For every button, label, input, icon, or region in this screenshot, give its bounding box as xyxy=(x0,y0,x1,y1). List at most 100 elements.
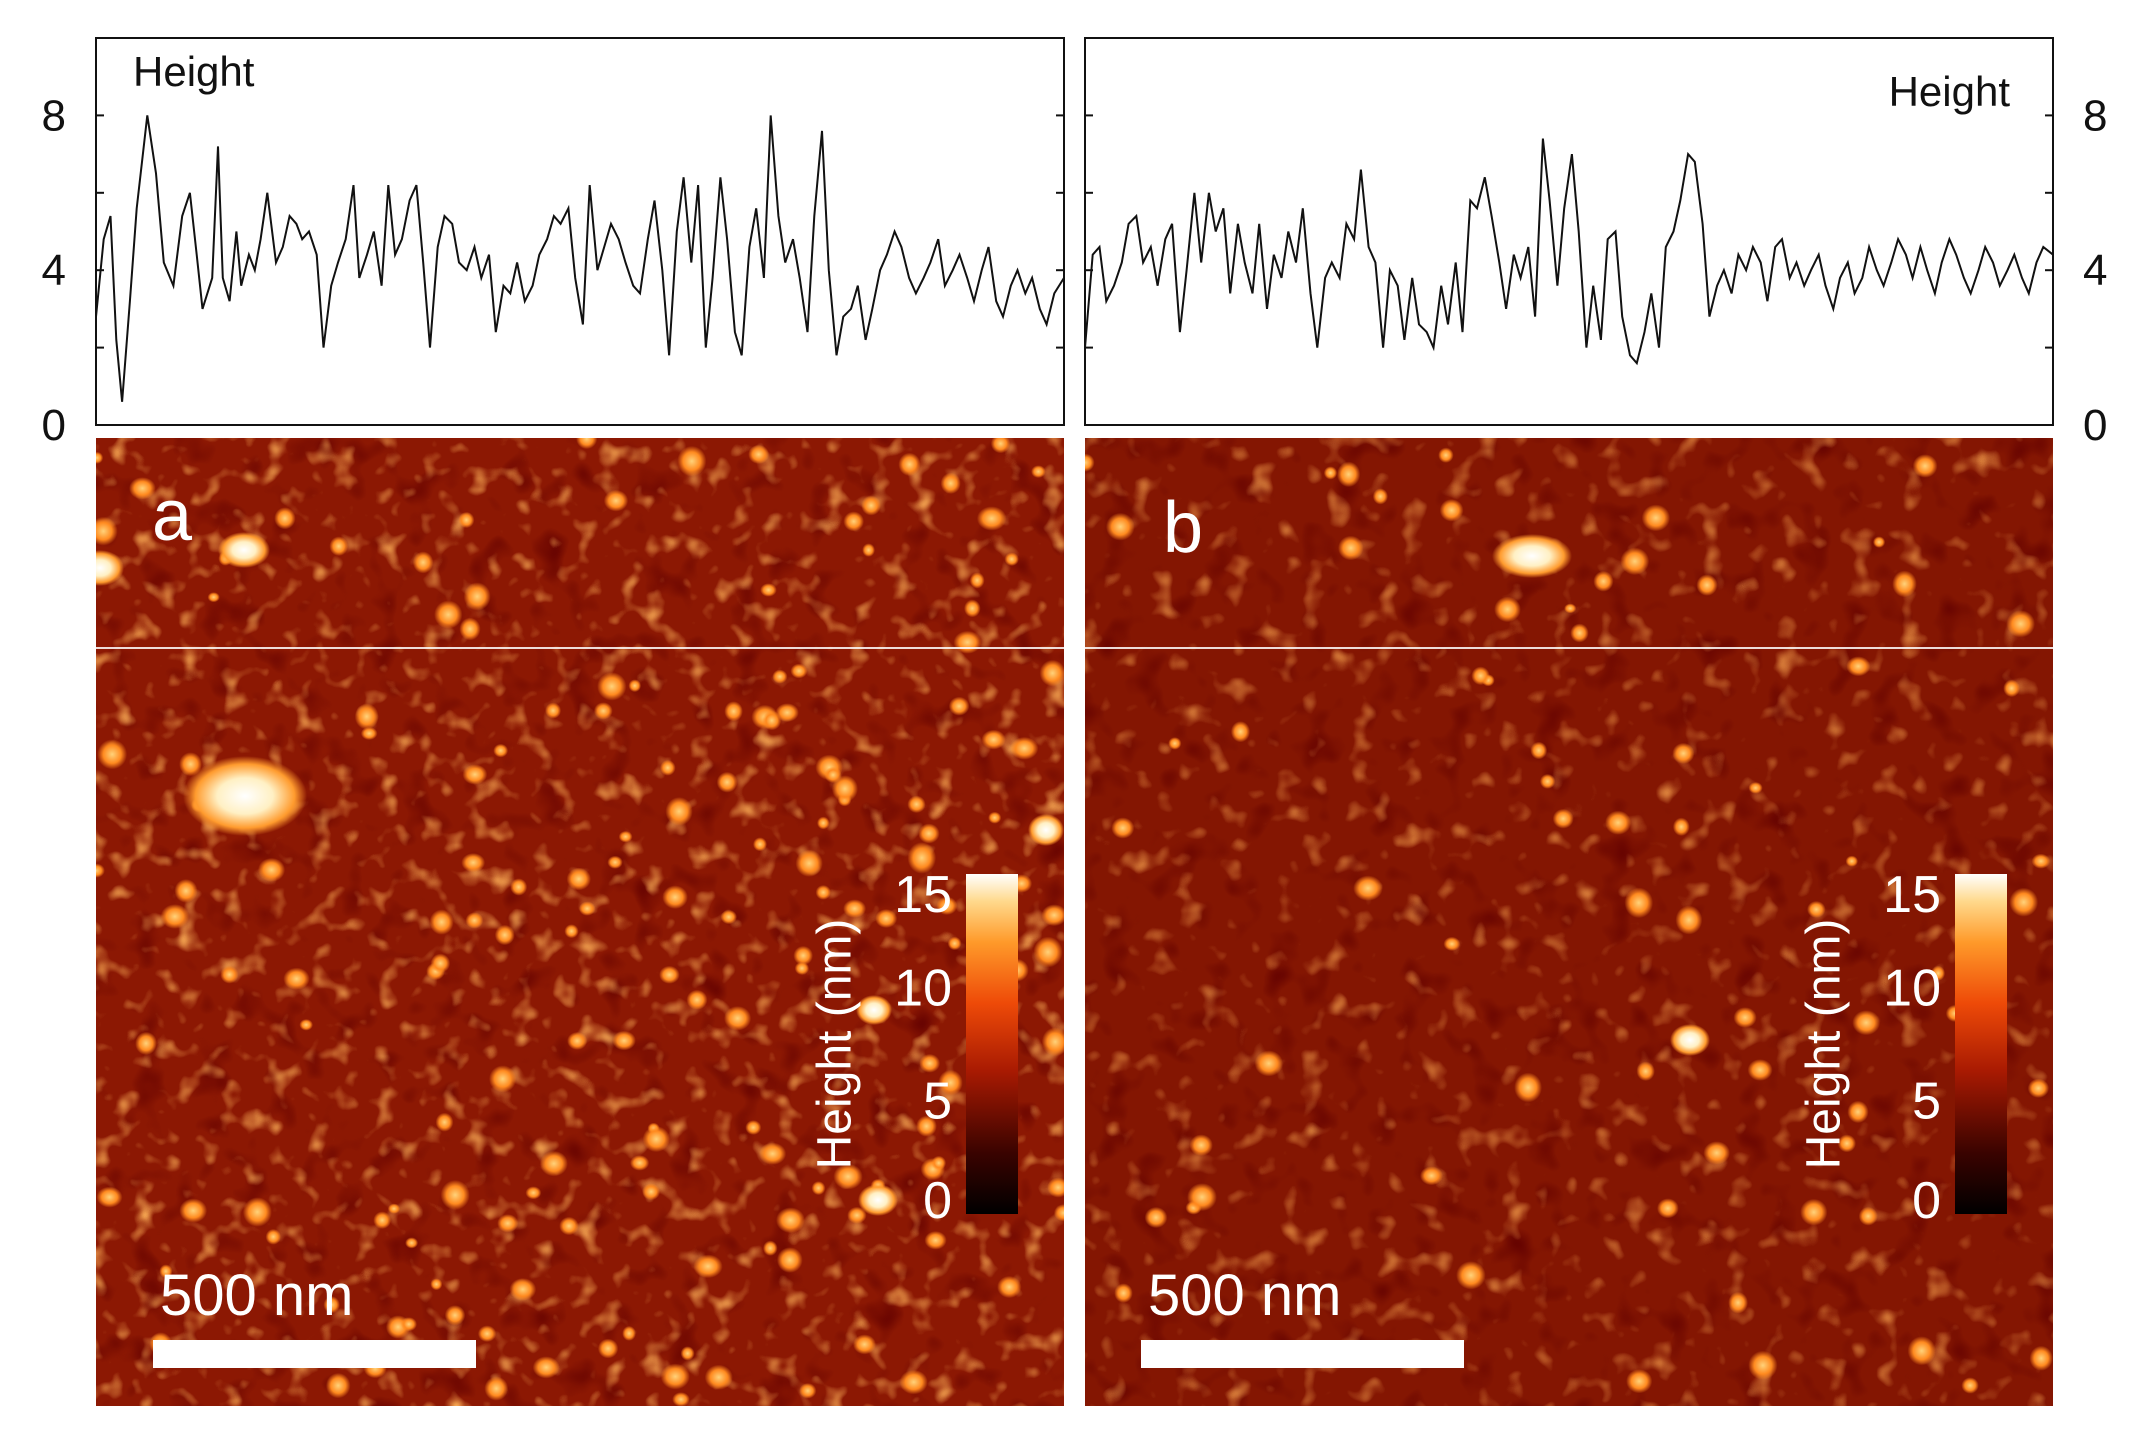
grain-particle xyxy=(693,1254,723,1279)
grain-particle xyxy=(772,669,788,684)
grain-particle xyxy=(1323,466,1338,480)
grain-particle xyxy=(1846,656,1871,677)
afm-grain-texture-b xyxy=(1085,438,2053,1406)
plot-frame-b xyxy=(1084,37,2054,426)
colorbar-ticks-b: 0 5 10 15 xyxy=(1883,866,1941,1230)
grain-particle xyxy=(373,1211,392,1229)
grain-particle xyxy=(833,1163,863,1190)
grain-particle xyxy=(775,703,799,722)
grain-particle xyxy=(1837,1134,1856,1153)
grain-particle xyxy=(462,764,488,785)
grain-particle xyxy=(1111,817,1135,839)
afm-image-a: a 500 nm 0 5 10 15 Height (nm) xyxy=(96,438,1064,1406)
grain-particle xyxy=(677,445,707,477)
grain-particle xyxy=(510,878,528,896)
grain-particle xyxy=(576,438,598,450)
grain-particle xyxy=(435,1112,454,1132)
grain-particle xyxy=(1605,810,1632,835)
colorbar-tick-label: 0 xyxy=(1912,1172,1941,1230)
panel-label-b: b xyxy=(1163,488,1203,568)
colorbar-b xyxy=(1955,874,2007,1214)
grain-particle xyxy=(1641,504,1671,532)
grain-particle xyxy=(564,924,579,939)
grain-particle xyxy=(1748,1350,1778,1380)
afm-particles-a xyxy=(96,438,1064,1406)
grain-particle xyxy=(824,766,842,784)
grain-particle xyxy=(566,867,591,891)
y-ticks-a: 0 4 8 xyxy=(42,37,1064,450)
y-tick-label: 8 xyxy=(2083,91,2107,140)
grain-particle xyxy=(969,572,985,589)
grain-particle xyxy=(567,1031,588,1050)
grain-particle xyxy=(532,1356,560,1379)
grain-particle xyxy=(1626,1369,1653,1394)
grain-particle xyxy=(964,599,981,618)
grain-particle xyxy=(97,739,128,770)
grain-particle xyxy=(1852,1010,1881,1036)
grain-particle xyxy=(815,885,831,900)
grain-particle xyxy=(1807,900,1826,918)
grain-particle xyxy=(2029,1345,2053,1371)
grain-particle xyxy=(907,795,926,813)
grain-particle xyxy=(976,506,1007,531)
grain-particle xyxy=(875,909,898,928)
grain-particle xyxy=(1570,623,1589,643)
large-particle-b xyxy=(1492,534,1572,578)
grain-particle xyxy=(720,909,737,925)
grain-particle xyxy=(465,912,484,929)
grain-particle xyxy=(265,1228,281,1245)
grain-particle xyxy=(680,1346,695,1361)
grain-particle xyxy=(1675,905,1703,935)
grain-particle xyxy=(1907,1336,1936,1366)
grain-particle xyxy=(853,1334,876,1355)
grain-particle xyxy=(1873,536,1886,548)
colorbar-tick-label: 5 xyxy=(923,1073,952,1131)
grain-particle xyxy=(760,583,777,597)
grain-particle xyxy=(907,842,937,874)
grain-particle xyxy=(1620,547,1650,576)
grain-particle xyxy=(323,1296,340,1314)
grain-particle xyxy=(329,536,349,556)
grain-particle xyxy=(776,1207,805,1234)
grain-particle xyxy=(630,1155,650,1171)
grain-particle xyxy=(2003,679,2020,698)
grain-particle xyxy=(924,1231,947,1250)
grain-particle xyxy=(2027,1078,2050,1099)
grain-particle xyxy=(299,1019,314,1031)
scale-bar-label-a: 500 nm xyxy=(160,1263,353,1328)
grain-particle xyxy=(1845,855,1859,867)
grain-particle xyxy=(1189,1134,1213,1156)
grain-particle xyxy=(1636,1061,1655,1082)
grain-particle xyxy=(662,885,688,909)
colorbar-tick-label: 15 xyxy=(1883,866,1941,924)
grain-particle xyxy=(748,444,770,464)
grain-particle xyxy=(1728,1291,1748,1314)
grain-particle xyxy=(1187,1183,1217,1212)
grain-particle xyxy=(2006,610,2035,638)
grain-particle xyxy=(463,582,491,611)
particle-a-3 xyxy=(1028,814,1064,846)
grain-particle xyxy=(811,1181,826,1196)
grain-particle xyxy=(1703,1141,1730,1165)
scale-bar-b xyxy=(1141,1340,1464,1368)
grain-particle xyxy=(1471,666,1490,686)
grain-particle xyxy=(96,1186,123,1208)
grain-particle xyxy=(1593,570,1614,592)
grain-particle xyxy=(1696,574,1718,596)
grain-particle xyxy=(776,1247,803,1273)
grain-particle xyxy=(672,1392,690,1406)
colorbar-label-a: Height (nm) xyxy=(809,919,862,1170)
plot-frame-a xyxy=(95,37,1065,426)
grain-particle xyxy=(434,600,463,629)
grain-particle xyxy=(430,1278,443,1291)
y-tick-label: 0 xyxy=(2083,401,2107,450)
grain-particle xyxy=(597,672,627,701)
grain-particle xyxy=(642,1183,661,1201)
grain-particle xyxy=(795,849,823,877)
grain-particle xyxy=(1443,936,1461,952)
grain-particle xyxy=(497,1214,519,1233)
colorbar-label-b: Height (nm) xyxy=(1798,919,1851,1170)
grain-particle xyxy=(1931,965,1946,981)
grain-particle xyxy=(96,451,104,464)
grain-particle xyxy=(597,1338,619,1359)
